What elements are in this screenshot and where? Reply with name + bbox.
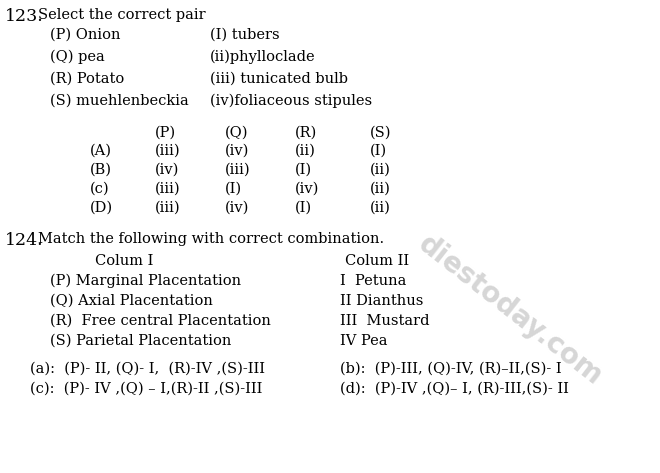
Text: (S) Parietal Placentation: (S) Parietal Placentation [50, 334, 232, 348]
Text: (P) Onion: (P) Onion [50, 28, 121, 42]
Text: (P) Marginal Placentation: (P) Marginal Placentation [50, 274, 241, 289]
Text: (iii): (iii) [225, 163, 251, 177]
Text: (iii) tunicated bulb: (iii) tunicated bulb [210, 72, 348, 86]
Text: (iii): (iii) [155, 182, 181, 196]
Text: (I): (I) [295, 201, 312, 215]
Text: (S) muehlenbeckia: (S) muehlenbeckia [50, 94, 189, 108]
Text: (iv): (iv) [225, 201, 249, 215]
Text: (c): (c) [90, 182, 110, 196]
Text: 123.: 123. [5, 8, 44, 25]
Text: (iv): (iv) [295, 182, 319, 196]
Text: (R): (R) [295, 126, 317, 140]
Text: I  Petuna: I Petuna [340, 274, 407, 288]
Text: Colum I: Colum I [95, 254, 153, 268]
Text: (iv): (iv) [155, 163, 180, 177]
Text: Match the following with correct combination.: Match the following with correct combina… [38, 232, 384, 246]
Text: (B): (B) [90, 163, 112, 177]
Text: II Dianthus: II Dianthus [340, 294, 423, 308]
Text: (ii)phylloclade: (ii)phylloclade [210, 50, 315, 64]
Text: (Q): (Q) [225, 126, 249, 140]
Text: (iii): (iii) [155, 201, 181, 215]
Text: Select the correct pair: Select the correct pair [38, 8, 206, 22]
Text: (c):  (P)- IV ,(Q) – I,(R)-II ,(S)-III: (c): (P)- IV ,(Q) – I,(R)-II ,(S)-III [30, 382, 263, 396]
Text: (I) tubers: (I) tubers [210, 28, 280, 42]
Text: Colum II: Colum II [345, 254, 409, 268]
Text: (iv): (iv) [225, 144, 249, 158]
Text: (iv)foliaceous stipules: (iv)foliaceous stipules [210, 94, 372, 108]
Text: (iii): (iii) [155, 144, 181, 158]
Text: (A): (A) [90, 144, 112, 158]
Text: (S): (S) [370, 126, 391, 140]
Text: (I): (I) [225, 182, 242, 196]
Text: (ii): (ii) [370, 163, 391, 177]
Text: (I): (I) [370, 144, 387, 158]
Text: (ii): (ii) [370, 201, 391, 215]
Text: (d):  (P)-IV ,(Q)– I, (R)-III,(S)- II: (d): (P)-IV ,(Q)– I, (R)-III,(S)- II [340, 382, 569, 396]
Text: IV Pea: IV Pea [340, 334, 387, 348]
Text: (I): (I) [295, 163, 312, 177]
Text: (P): (P) [155, 126, 176, 140]
Text: III  Mustard: III Mustard [340, 314, 430, 328]
Text: (D): (D) [90, 201, 113, 215]
Text: 124.: 124. [5, 232, 44, 249]
Text: diestoday.com: diestoday.com [412, 229, 608, 391]
Text: (R)  Free central Placentation: (R) Free central Placentation [50, 314, 271, 328]
Text: (Q) pea: (Q) pea [50, 50, 105, 64]
Text: (Q) Axial Placentation: (Q) Axial Placentation [50, 294, 213, 308]
Text: (ii): (ii) [370, 182, 391, 196]
Text: (ii): (ii) [295, 144, 316, 158]
Text: (R) Potato: (R) Potato [50, 72, 124, 86]
Text: (b):  (P)-III, (Q)-IV, (R)–II,(S)- I: (b): (P)-III, (Q)-IV, (R)–II,(S)- I [340, 362, 562, 376]
Text: (a):  (P)- II, (Q)- I,  (R)-IV ,(S)-III: (a): (P)- II, (Q)- I, (R)-IV ,(S)-III [30, 362, 265, 376]
